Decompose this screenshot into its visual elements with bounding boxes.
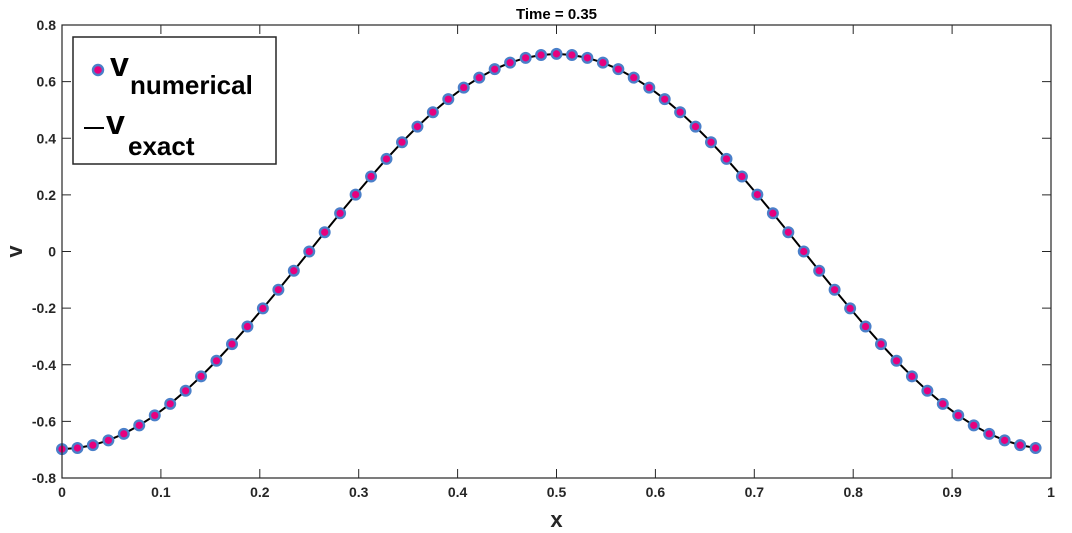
numerical-point: [148, 409, 161, 422]
numerical-point: [102, 434, 115, 447]
numerical-point: [210, 354, 223, 367]
numerical-point: [86, 439, 99, 452]
y-tick-label: -0.4: [32, 357, 56, 373]
numerical-point: [1029, 441, 1042, 454]
x-tick-label: 0.8: [843, 484, 863, 500]
legend-box: [72, 36, 277, 165]
numerical-point: [689, 120, 702, 133]
numerical-point: [813, 264, 826, 277]
numerical-point: [226, 338, 239, 351]
series-exact-line: [61, 52, 1036, 451]
numerical-point: [349, 188, 362, 201]
legend-sublabel-numerical: numerical: [130, 70, 253, 100]
numerical-point: [627, 71, 640, 84]
y-tick-label: -0.2: [32, 300, 56, 316]
numerical-point: [797, 245, 810, 258]
x-tick-label: 0.7: [745, 484, 765, 500]
y-tick-label: -0.6: [32, 413, 56, 429]
numerical-point: [859, 320, 872, 333]
y-tick-label: 0.6: [37, 74, 57, 90]
x-tick-label: 0.9: [942, 484, 962, 500]
y-tick-label: 0.2: [37, 187, 57, 203]
numerical-point: [287, 264, 300, 277]
numerical-point: [241, 320, 254, 333]
numerical-point: [117, 427, 130, 440]
x-tick-label: 0.4: [448, 484, 468, 500]
numerical-point: [751, 188, 764, 201]
numerical-point: [272, 283, 285, 296]
numerical-point: [318, 226, 331, 239]
numerical-point: [596, 56, 609, 69]
numerical-point: [550, 47, 563, 60]
x-tick-label: 0.1: [151, 484, 171, 500]
numerical-point: [519, 51, 532, 64]
numerical-point: [658, 93, 671, 106]
x-tick-label: 0.3: [349, 484, 369, 500]
numerical-point: [874, 338, 887, 351]
x-tick-label: 0: [58, 484, 66, 500]
numerical-point: [71, 441, 84, 454]
numerical-point: [179, 384, 192, 397]
x-tick-label: 0.6: [646, 484, 666, 500]
y-tick-label: 0.4: [37, 130, 57, 146]
numerical-point: [380, 152, 393, 165]
y-tick-label: -0.8: [32, 470, 56, 486]
axes: 0 0.1 0.2 0.3 0.4 0.5 0.6 0.7 0.8 0.9 1 -0.8 -0.6 -0.…: [32, 17, 1055, 500]
legend: v numerical v exact: [72, 36, 277, 165]
numerical-point: [674, 106, 687, 119]
numerical-point: [720, 152, 733, 165]
numerical-point: [952, 409, 965, 422]
x-tick-label: 0.5: [547, 484, 567, 500]
x-tick-label: 0.2: [250, 484, 270, 500]
y-tick-label: 0: [48, 244, 56, 260]
x-axis-title: x: [550, 507, 563, 532]
numerical-point: [905, 370, 918, 383]
numerical-point: [334, 207, 347, 220]
numerical-point: [133, 419, 146, 432]
numerical-point: [735, 170, 748, 183]
legend-sublabel-exact: exact: [128, 131, 195, 161]
legend-marker-numerical: [91, 63, 105, 77]
numerical-point: [967, 419, 980, 432]
numerical-point: [890, 354, 903, 367]
numerical-point: [998, 434, 1011, 447]
numerical-point: [844, 302, 857, 315]
numerical-point: [473, 71, 486, 84]
numerical-point: [504, 56, 517, 69]
chart-title: Time = 0.35: [516, 6, 597, 23]
legend-label-exact: v: [106, 104, 125, 142]
numerical-point: [782, 226, 795, 239]
numerical-point: [256, 302, 269, 315]
legend-label-numerical: v: [110, 46, 129, 84]
numerical-point: [411, 120, 424, 133]
numerical-point: [565, 49, 578, 62]
numerical-point: [195, 370, 208, 383]
numerical-point: [766, 207, 779, 220]
numerical-point: [1014, 439, 1027, 452]
numerical-point: [426, 106, 439, 119]
numerical-point: [828, 283, 841, 296]
numerical-point: [535, 49, 548, 62]
numerical-point: [303, 245, 316, 258]
numerical-point: [704, 136, 717, 149]
numerical-point: [936, 397, 949, 410]
numerical-point: [581, 51, 594, 64]
numerical-point: [442, 93, 455, 106]
numerical-point: [983, 427, 996, 440]
numerical-point: [643, 81, 656, 94]
numerical-point: [396, 136, 409, 149]
numerical-point: [457, 81, 470, 94]
numerical-point: [921, 384, 934, 397]
y-axis-title: v: [2, 245, 27, 258]
data-layer: [56, 47, 1042, 456]
y-tick-label: 0.8: [37, 17, 57, 33]
numerical-point: [365, 170, 378, 183]
numerical-point: [488, 63, 501, 76]
x-tick-label: 1: [1047, 484, 1055, 500]
numerical-point: [612, 63, 625, 76]
numerical-point: [164, 397, 177, 410]
